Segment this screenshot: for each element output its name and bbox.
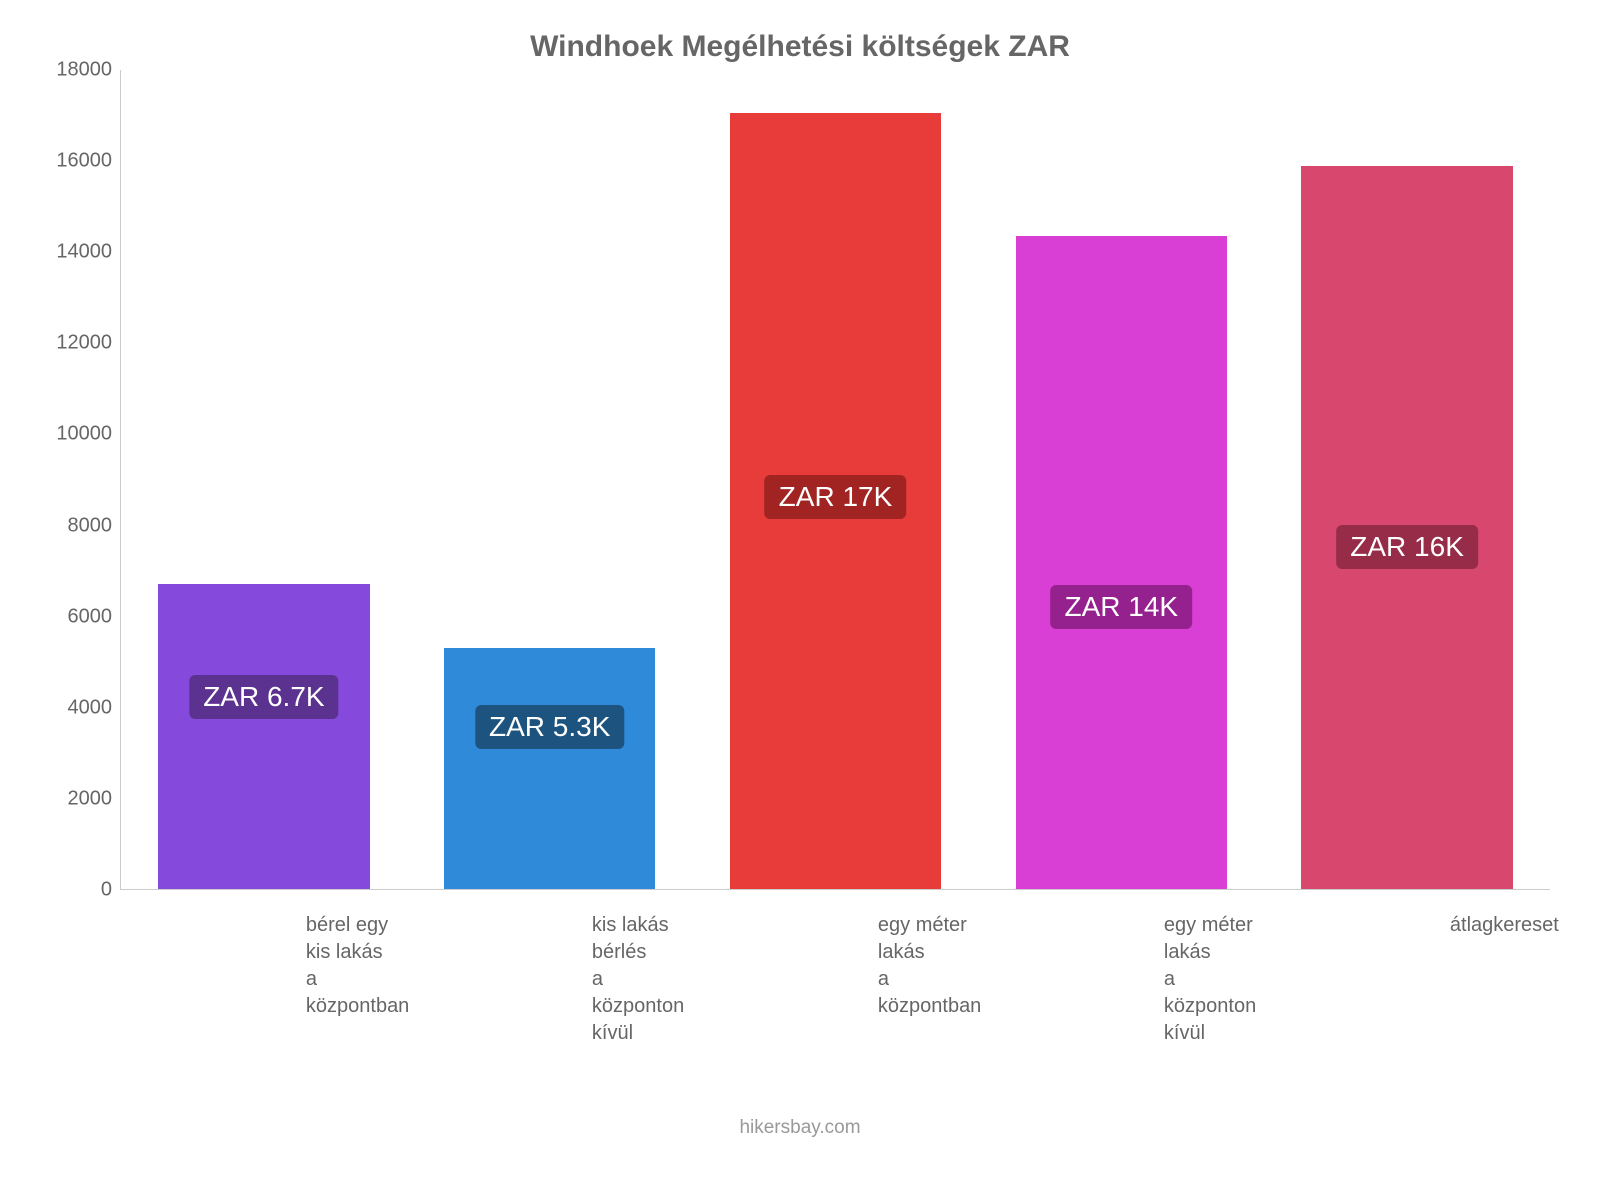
bar-slot: ZAR 5.3K bbox=[407, 70, 693, 889]
y-tick: 2000 bbox=[68, 787, 113, 810]
bars-container: ZAR 6.7K ZAR 5.3K ZAR 17K ZAR 14K ZAR 16K bbox=[121, 70, 1550, 889]
plot-row: 0200040006000800010000120001400016000180… bbox=[50, 70, 1550, 890]
bar-value-label: ZAR 6.7K bbox=[189, 675, 338, 719]
chart-title: Windhoek Megélhetési költségek ZAR bbox=[50, 30, 1550, 64]
y-tick: 14000 bbox=[56, 241, 112, 264]
x-axis-labels: bérel egy kis lakása központbankis lakás… bbox=[120, 890, 1550, 1047]
bar-value-label: ZAR 14K bbox=[1050, 585, 1192, 629]
bar-value-label: ZAR 5.3K bbox=[475, 705, 624, 749]
bar-slot: ZAR 16K bbox=[1264, 70, 1550, 889]
y-tick: 18000 bbox=[56, 59, 112, 82]
x-label: egy méter lakása központonkívül bbox=[978, 912, 1264, 1047]
x-label: kis lakás bérlésa központonkívül bbox=[406, 912, 692, 1047]
bar-slot: ZAR 14K bbox=[978, 70, 1264, 889]
bar-value-label: ZAR 16K bbox=[1336, 525, 1478, 569]
bar-slot: ZAR 17K bbox=[693, 70, 979, 889]
bar-slot: ZAR 6.7K bbox=[121, 70, 407, 889]
y-tick: 16000 bbox=[56, 150, 112, 173]
y-tick: 6000 bbox=[68, 605, 113, 628]
x-label: egy méter lakása központban bbox=[692, 912, 978, 1047]
bar: ZAR 17K bbox=[730, 113, 941, 889]
plot-area: ZAR 6.7K ZAR 5.3K ZAR 17K ZAR 14K ZAR 16K bbox=[120, 70, 1550, 890]
bar: ZAR 16K bbox=[1301, 166, 1512, 889]
y-axis: 0200040006000800010000120001400016000180… bbox=[50, 70, 120, 890]
bar-value-label: ZAR 17K bbox=[765, 475, 907, 519]
attribution-text: hikersbay.com bbox=[50, 1117, 1550, 1139]
y-tick: 4000 bbox=[68, 696, 113, 719]
x-label: bérel egy kis lakása központban bbox=[120, 912, 406, 1047]
y-tick: 12000 bbox=[56, 332, 112, 355]
bar: ZAR 5.3K bbox=[444, 648, 655, 889]
bar: ZAR 14K bbox=[1016, 236, 1227, 889]
y-tick: 10000 bbox=[56, 423, 112, 446]
x-label: átlagkereset bbox=[1264, 912, 1550, 1047]
bar: ZAR 6.7K bbox=[158, 584, 369, 889]
y-tick: 0 bbox=[101, 879, 112, 902]
y-tick: 8000 bbox=[68, 514, 113, 537]
bar-chart: Windhoek Megélhetési költségek ZAR 0 2000… bbox=[0, 0, 1600, 1200]
